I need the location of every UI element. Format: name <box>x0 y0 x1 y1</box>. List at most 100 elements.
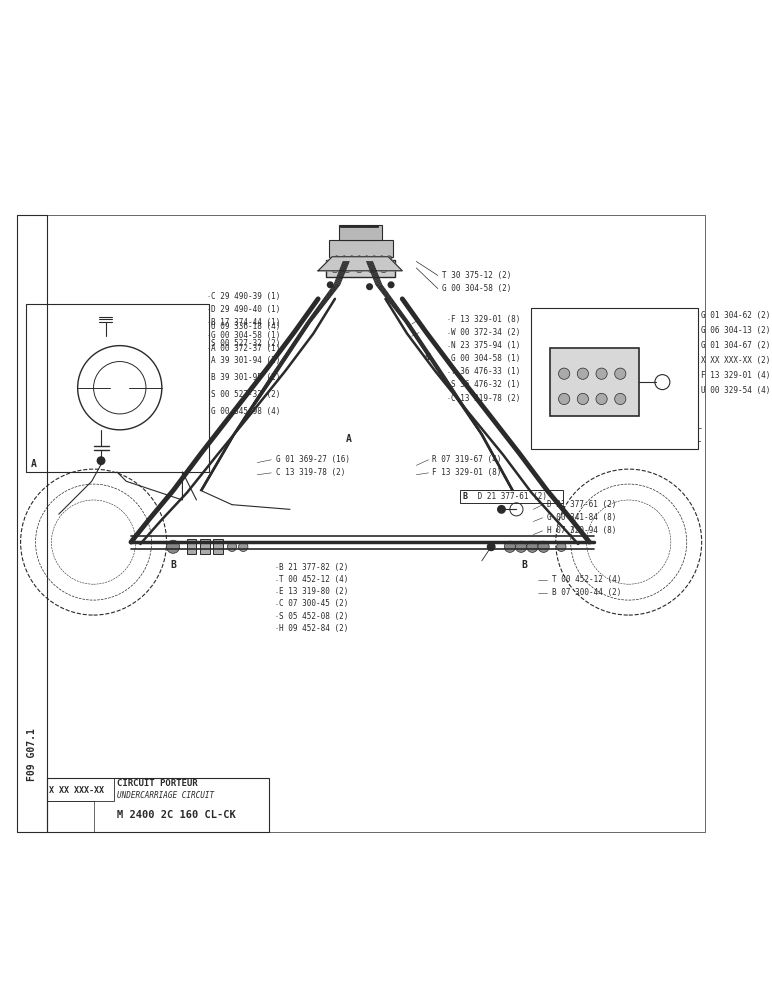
Circle shape <box>357 256 362 261</box>
Bar <box>213 539 222 554</box>
Text: X XX XXX-XX (2): X XX XXX-XX (2) <box>701 356 770 365</box>
Text: F 13 329-01 (8): F 13 329-01 (8) <box>432 468 502 477</box>
Text: C 29 490-39 (1): C 29 490-39 (1) <box>211 292 280 301</box>
Text: A: A <box>346 434 352 444</box>
Text: G 01 369-27 (16): G 01 369-27 (16) <box>276 455 350 464</box>
Bar <box>17 215 706 832</box>
Text: G 00 345-98 (4): G 00 345-98 (4) <box>212 407 281 416</box>
Text: W 00 372-34 (2): W 00 372-34 (2) <box>451 328 520 337</box>
Bar <box>460 490 564 503</box>
Text: F 13 329-01 (4): F 13 329-01 (4) <box>701 371 770 380</box>
Circle shape <box>615 393 626 405</box>
Circle shape <box>327 282 333 288</box>
Text: G 00 304-58 (1): G 00 304-58 (1) <box>451 354 520 363</box>
Circle shape <box>615 368 626 379</box>
Text: S 00 527-32 (2): S 00 527-32 (2) <box>212 339 281 348</box>
Text: X XX XXX-XX: X XX XXX-XX <box>49 786 103 795</box>
Text: F 13 329-01 (8): F 13 329-01 (8) <box>451 315 520 324</box>
Circle shape <box>487 543 495 551</box>
Circle shape <box>577 393 588 405</box>
Circle shape <box>356 265 363 273</box>
Circle shape <box>367 284 372 289</box>
Bar <box>326 260 394 277</box>
Bar <box>187 539 196 554</box>
Circle shape <box>577 368 588 379</box>
Text: G 01 304-67 (2): G 01 304-67 (2) <box>701 341 770 350</box>
Circle shape <box>516 541 527 552</box>
Text: D 21 377-61 (2): D 21 377-61 (2) <box>473 492 547 501</box>
Bar <box>550 348 639 416</box>
Text: B: B <box>462 492 467 501</box>
Text: B: B <box>521 560 527 570</box>
Text: B 21 377-82 (2): B 21 377-82 (2) <box>279 563 348 572</box>
Text: S 00 527-32 (2): S 00 527-32 (2) <box>212 390 281 399</box>
Bar <box>200 539 209 554</box>
Text: A 39 301-94 (2): A 39 301-94 (2) <box>212 356 281 365</box>
Circle shape <box>334 256 340 261</box>
Text: T 30 375-12 (2): T 30 375-12 (2) <box>442 271 511 280</box>
Circle shape <box>349 256 354 261</box>
Text: CIRCUIT PORTEUR: CIRCUIT PORTEUR <box>117 779 198 788</box>
Circle shape <box>558 393 570 405</box>
Bar <box>47 778 114 801</box>
Bar <box>26 304 208 472</box>
Bar <box>47 801 93 832</box>
Text: G 00 304-58 (2): G 00 304-58 (2) <box>442 284 511 293</box>
Text: U 00 329-54 (4): U 00 329-54 (4) <box>701 386 770 395</box>
Circle shape <box>596 393 608 405</box>
Circle shape <box>387 256 392 261</box>
Circle shape <box>557 542 566 551</box>
Text: H 09 452-84 (2): H 09 452-84 (2) <box>279 624 348 633</box>
Circle shape <box>558 368 570 379</box>
Text: A 00 372-37 (1): A 00 372-37 (1) <box>211 344 280 353</box>
Text: B: B <box>170 560 176 570</box>
Bar <box>330 240 393 257</box>
Circle shape <box>239 542 248 551</box>
Bar <box>47 778 269 832</box>
Bar <box>17 215 47 832</box>
Text: B 07 300-44 (2): B 07 300-44 (2) <box>552 588 621 597</box>
Text: F09 G07.1: F09 G07.1 <box>27 728 37 781</box>
Text: G 06 304-13 (2): G 06 304-13 (2) <box>701 326 770 335</box>
Circle shape <box>498 506 505 513</box>
Circle shape <box>527 541 538 552</box>
Text: S 05 452-08 (2): S 05 452-08 (2) <box>279 612 348 621</box>
Circle shape <box>97 457 105 464</box>
Circle shape <box>331 265 339 273</box>
Text: N 23 375-94 (1): N 23 375-94 (1) <box>451 341 520 350</box>
Text: U 09 336-18 (4): U 09 336-18 (4) <box>212 322 281 331</box>
Circle shape <box>379 256 384 261</box>
Text: T 36 476-33 (1): T 36 476-33 (1) <box>451 367 520 376</box>
Polygon shape <box>318 257 402 271</box>
Circle shape <box>344 265 350 273</box>
Text: R 07 319-67 (4): R 07 319-67 (4) <box>432 455 502 464</box>
Circle shape <box>538 541 549 552</box>
Circle shape <box>596 368 608 379</box>
Text: A: A <box>31 459 37 469</box>
Text: B 17 374-44 (1): B 17 374-44 (1) <box>211 318 280 327</box>
Text: C 07 300-45 (2): C 07 300-45 (2) <box>279 599 348 608</box>
Circle shape <box>167 540 180 553</box>
Circle shape <box>227 542 237 551</box>
Text: E 13 319-80 (2): E 13 319-80 (2) <box>279 587 348 596</box>
Circle shape <box>380 265 388 273</box>
Text: M 2400 2C 160 CL-CK: M 2400 2C 160 CL-CK <box>117 810 235 820</box>
Text: UNDERCARRIAGE CIRCUIT: UNDERCARRIAGE CIRCUIT <box>117 791 214 800</box>
Text: G 01 304-62 (2): G 01 304-62 (2) <box>701 311 770 320</box>
Text: D 29 490-40 (1): D 29 490-40 (1) <box>211 305 280 314</box>
Text: C 13 319-78 (2): C 13 319-78 (2) <box>276 468 345 477</box>
Text: C 13 319-78 (2): C 13 319-78 (2) <box>451 394 520 403</box>
Text: N: N <box>424 353 429 362</box>
Text: G 00 304-58 (1): G 00 304-58 (1) <box>211 331 280 340</box>
Circle shape <box>504 541 516 552</box>
Text: T 00 452-12 (4): T 00 452-12 (4) <box>279 575 348 584</box>
Circle shape <box>364 256 370 261</box>
Text: B 39 301-95 (2): B 39 301-95 (2) <box>212 373 281 382</box>
Text: G 00 341-84 (8): G 00 341-84 (8) <box>547 513 617 522</box>
Circle shape <box>341 256 347 261</box>
Circle shape <box>371 256 377 261</box>
Circle shape <box>388 282 394 288</box>
Text: D 21 377-61 (2): D 21 377-61 (2) <box>547 500 617 509</box>
Text: S 36 476-32 (1): S 36 476-32 (1) <box>451 380 520 389</box>
Text: T 00 452-12 (4): T 00 452-12 (4) <box>552 575 621 584</box>
